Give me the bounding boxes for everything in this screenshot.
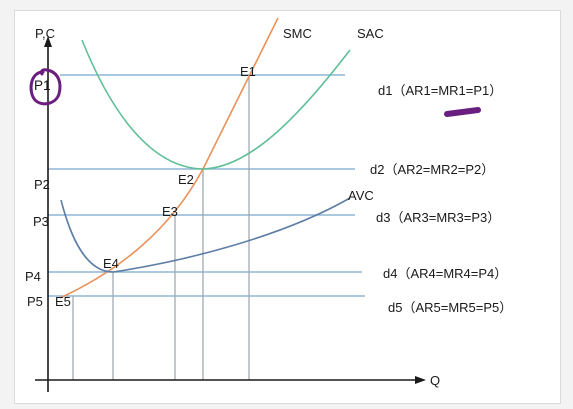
price-label-p1: P1 — [34, 78, 51, 93]
demand-label-d1: d1（AR1=MR1=P1） — [378, 83, 502, 98]
smc-curve — [59, 17, 279, 299]
point-label-e2: E2 — [178, 172, 194, 187]
quantity-drop-lines — [72, 75, 250, 380]
price-label-p5: P5 — [27, 294, 43, 309]
price-label-p2: P2 — [34, 177, 50, 192]
sac-curve — [81, 39, 351, 170]
price-label-p3: P3 — [33, 214, 49, 229]
point-label-e1: E1 — [240, 64, 256, 79]
y-axis-arrow — [44, 36, 52, 47]
price-label-p4: P4 — [25, 269, 41, 284]
demand-label-d4: d4（AR4=MR4=P4） — [383, 266, 507, 281]
point-label-e4: E4 — [103, 256, 119, 271]
demand-label-d3: d3（AR3=MR3=P3） — [376, 210, 500, 225]
purple-underline-mark — [444, 107, 481, 117]
sac-label: SAC — [357, 26, 384, 41]
avc-curve — [60, 197, 351, 273]
x-axis-arrow — [415, 376, 426, 384]
smc-label: SMC — [283, 26, 312, 41]
demand-label-d2: d2（AR2=MR2=P2） — [370, 162, 494, 177]
point-label-e3: E3 — [162, 204, 178, 219]
axes: P,C Q — [35, 26, 440, 392]
avc-label: AVC — [348, 188, 374, 203]
p1-highlight-circle — [29, 68, 62, 106]
point-label-e5: E5 — [55, 294, 71, 309]
x-axis-label: Q — [430, 373, 440, 388]
demand-label-d5: d5（AR5=MR5=P5） — [388, 300, 512, 315]
y-axis-label: P,C — [35, 26, 55, 41]
